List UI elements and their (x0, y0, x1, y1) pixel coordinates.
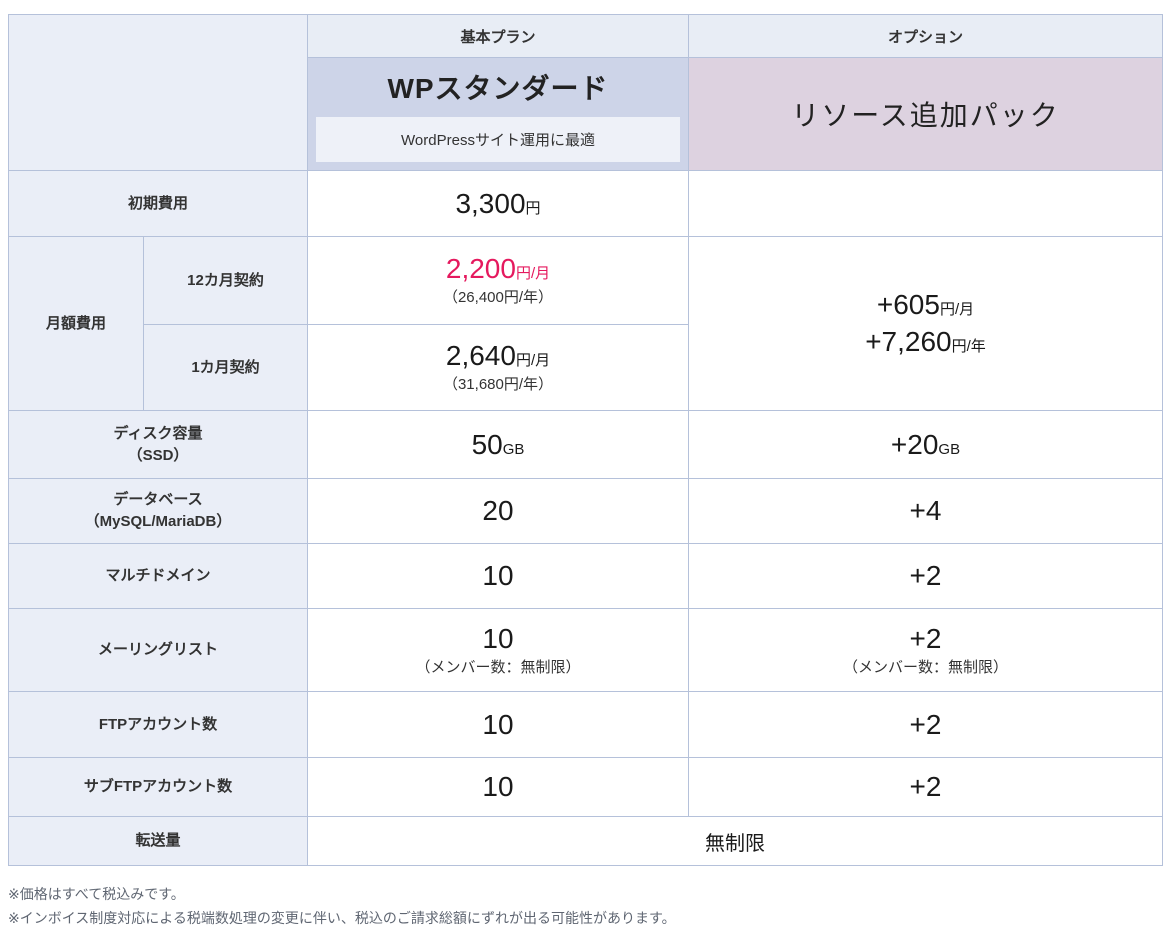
table-row: メーリングリスト 10 （メンバー数：無制限） +2 （メンバー数：無制限） (8, 608, 1163, 692)
initial-cost-amount: 3,300 (455, 187, 526, 219)
value-multidomain-option: +2 (688, 543, 1163, 609)
row-label-ftp: FTPアカウント数 (8, 691, 308, 758)
price-1-month-unit: 円/月 (515, 352, 551, 370)
price-1-month-yearly: （31,680円/年） (442, 376, 554, 394)
value-monthly-12-wp: 2,200円/月 （26,400円/年） (307, 236, 689, 325)
row-label-contract-1: 1カ月契約 (143, 324, 308, 411)
database-wp-amount: 20 (482, 495, 514, 526)
value-initial-cost-option (688, 170, 1163, 237)
initial-cost-unit: 円 (525, 199, 541, 217)
plan-name-resource-pack: リソース追加パック (791, 100, 1060, 131)
option-yearly-unit: 円/年 (951, 338, 986, 355)
footnotes: ※価格はすべて税込みです。 ※インボイス制度対応による税端数処理の変更に伴い、税… (8, 882, 1170, 930)
table-row: 月額費用 12カ月契約 2,200円/月 （26,400円/年） +605円/月… (8, 236, 1163, 411)
database-label-line2: （MySQL/MariaDB） (84, 513, 232, 530)
value-sub-ftp-wp: 10 (307, 757, 689, 817)
sub-ftp-wp-amount: 10 (482, 771, 514, 802)
mailinglist-wp-note: （メンバー数：無制限） (415, 658, 581, 676)
value-sub-ftp-option: +2 (688, 757, 1163, 817)
value-ftp-wp: 10 (307, 691, 689, 758)
multidomain-option-amount: +2 (909, 560, 942, 591)
table-row: サブFTPアカウント数 10 +2 (8, 757, 1163, 817)
option-monthly-price: +605 (876, 289, 940, 320)
ftp-option-amount: +2 (909, 708, 942, 740)
price-1-month: 2,640 (445, 340, 516, 372)
mailinglist-wp-amount: 10 (482, 622, 514, 654)
multidomain-wp-amount: 10 (482, 560, 514, 591)
price-12-month-unit: 円/月 (515, 265, 551, 283)
row-label-multidomain: マルチドメイン (8, 543, 308, 609)
option-monthly-unit: 円/月 (939, 301, 975, 318)
mailinglist-option-amount: +2 (909, 622, 942, 654)
table-row: マルチドメイン 10 +2 (8, 543, 1163, 609)
disk-label-line1: ディスク容量 (113, 424, 203, 442)
disk-option-amount: +20 (890, 428, 939, 460)
pricing-table: 基本プラン オプション WPスタンダード WordPressサイト運用に最適 リ… (8, 14, 1163, 866)
value-monthly-option: +605円/月 +7,260円/年 (688, 236, 1163, 411)
value-database-wp: 20 (307, 478, 689, 544)
value-ftp-option: +2 (688, 691, 1163, 758)
footnote-invoice-system: ※インボイス制度対応による税端数処理の変更に伴い、税込のご請求総額にずれが出る可… (8, 910, 676, 926)
row-label-mailinglist: メーリングリスト (8, 608, 308, 692)
value-monthly-1-wp: 2,640円/月 （31,680円/年） (307, 324, 689, 411)
table-row: FTPアカウント数 10 +2 (8, 691, 1163, 758)
row-label-database: データベース （MySQL/MariaDB） (8, 478, 308, 544)
value-disk-option: +20GB (688, 410, 1163, 479)
value-database-option: +4 (688, 478, 1163, 544)
value-transfer: 無制限 (307, 816, 1163, 866)
row-label-monthly-cost: 月額費用 (8, 236, 144, 411)
footnote-tax-included: ※価格はすべて税込みです。 (8, 886, 185, 902)
value-mailinglist-option: +2 （メンバー数：無制限） (688, 608, 1163, 692)
table-row: ディスク容量 （SSD） 50GB +20GB (8, 410, 1163, 479)
row-label-initial-cost: 初期費用 (8, 170, 308, 237)
table-row: 初期費用 3,300円 (8, 170, 1163, 237)
plan-cell-wp-standard: WPスタンダード WordPressサイト運用に最適 (307, 57, 689, 171)
database-label-line1: データベース (113, 491, 203, 509)
table-row: 転送量 無制限 (8, 816, 1163, 866)
table-row: データベース （MySQL/MariaDB） 20 +4 (8, 478, 1163, 544)
value-initial-cost-wp: 3,300円 (307, 170, 689, 237)
disk-wp-unit: GB (502, 440, 525, 458)
row-label-transfer: 転送量 (8, 816, 308, 866)
value-multidomain-wp: 10 (307, 543, 689, 609)
disk-option-unit: GB (938, 440, 961, 458)
price-12-month: 2,200 (445, 253, 516, 285)
mailinglist-option-note: （メンバー数：無制限） (842, 658, 1008, 676)
disk-label-line2: （SSD） (127, 446, 189, 464)
transfer-amount: 無制限 (705, 832, 765, 855)
value-disk-wp: 50GB (307, 410, 689, 479)
ftp-wp-amount: 10 (482, 708, 514, 740)
value-mailinglist-wp: 10 （メンバー数：無制限） (307, 608, 689, 692)
sub-ftp-option-amount: +2 (909, 771, 942, 802)
option-yearly-price: +7,260 (865, 326, 952, 357)
plan-cell-resource-pack: リソース追加パック (688, 57, 1163, 171)
disk-wp-amount: 50 (471, 428, 503, 460)
row-label-contract-12: 12カ月契約 (143, 236, 308, 325)
plan-subtitle-wp-standard: WordPressサイト運用に最適 (316, 117, 680, 162)
table-corner-cell (8, 14, 308, 171)
row-label-disk: ディスク容量 （SSD） (8, 410, 308, 479)
column-header-option: オプション (688, 14, 1163, 58)
price-12-month-yearly: （26,400円/年） (442, 289, 554, 307)
database-option-amount: +4 (909, 495, 942, 526)
row-label-sub-ftp: サブFTPアカウント数 (8, 757, 308, 817)
plan-name-wp-standard: WPスタンダード (387, 73, 609, 104)
column-header-basic-plan: 基本プラン (307, 14, 689, 58)
table-row: 1カ月契約 2,640円/月 （31,680円/年） (9, 324, 1163, 411)
